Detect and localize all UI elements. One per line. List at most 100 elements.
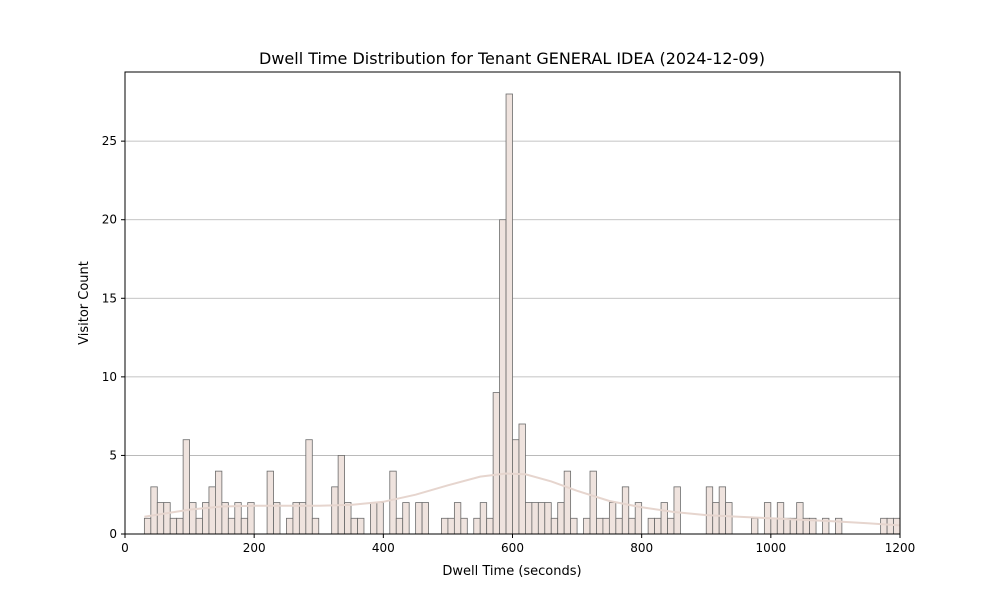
x-tick-label: 800 [630,541,653,555]
histogram-bar [557,502,565,535]
histogram-bar [337,455,345,535]
x-tick-label: 400 [372,541,395,555]
histogram-bar [880,517,888,535]
y-tick-label: 25 [102,134,117,148]
histogram-bar [725,502,733,535]
histogram-bar [344,502,352,535]
histogram-bar [550,517,559,535]
histogram-bar [395,517,404,535]
y-axis-ticks: 0 5 10 15 20 25 [102,134,125,541]
histogram-bar [227,517,236,535]
histogram-bar [647,517,655,535]
histogram-bar [789,517,798,535]
histogram-bar [286,517,294,535]
histogram-bar [479,502,488,535]
histogram-bar [389,470,397,535]
histogram-bar [492,392,500,535]
histogram-bar [615,517,623,535]
y-tick-label: 5 [109,448,117,462]
histogram-bar [499,219,507,535]
histogram-bar [215,470,223,535]
histogram-bar [331,486,339,535]
histogram-bar [705,486,714,535]
x-axis-ticks: 0 200 400 600 800 1000 1200 [121,534,915,555]
histogram-bar [143,517,152,535]
histogram-bar [240,517,249,535]
histogram-bar [350,517,358,535]
histogram-bar [441,517,449,535]
histogram-bar [518,423,526,535]
histogram-bar [589,470,597,535]
histogram-bar [596,517,604,535]
histogram-bar [537,502,546,535]
histogram-bar [266,470,274,535]
y-tick-label: 0 [109,527,117,541]
histogram-bar [247,502,255,535]
histogram-bar [770,517,778,535]
histogram-bar [176,517,184,535]
x-axis-label: Dwell Time (seconds) [442,564,581,579]
histogram-bar [421,502,429,535]
histogram-bar [660,502,668,535]
histogram-bar [273,502,281,535]
histogram-bar [447,517,455,535]
histogram-bars [143,93,901,535]
histogram-bar [505,93,513,535]
histogram-bar [544,502,552,535]
histogram-bar [208,486,216,535]
x-tick-label: 200 [243,541,266,555]
histogram-bar [182,439,190,535]
histogram-bar [621,486,630,535]
histogram-bar [415,502,423,535]
histogram-bar [673,486,681,535]
histogram-bar [602,517,610,535]
y-tick-label: 15 [102,291,117,305]
histogram-bar [783,517,791,535]
x-tick-label: 1000 [756,541,787,555]
histogram-bar [486,517,494,535]
histogram-bar [460,517,468,535]
histogram-bar [525,502,533,535]
histogram-bar [169,517,178,535]
histogram-bar [163,502,171,535]
histogram-bar [195,517,203,535]
chart-title: Dwell Time Distribution for Tenant GENER… [259,49,765,68]
histogram-bar [298,502,307,535]
histogram-bar [292,502,300,535]
histogram-bar [718,486,727,535]
y-tick-label: 10 [102,370,117,384]
histogram-bar [570,517,578,535]
histogram-bar [305,439,313,535]
histogram-bar [563,470,572,535]
x-tick-label: 600 [501,541,524,555]
histogram-bar [512,439,520,535]
x-tick-label: 1200 [885,541,916,555]
histogram-bar [628,517,636,535]
histogram-bar [583,517,591,535]
histogram-bar [453,502,462,535]
histogram-bar [886,517,894,535]
y-tick-label: 20 [102,213,117,227]
histogram-bar [311,517,320,535]
histogram-bar [667,517,675,535]
x-tick-label: 0 [121,541,129,555]
histogram-bar [357,517,365,535]
histogram-bar [376,502,384,535]
histogram-bar [712,502,720,535]
y-axis-label: Visitor Count [77,261,92,345]
histogram-bar [654,517,662,535]
histogram-bar [751,517,759,535]
histogram-bar [402,502,410,535]
histogram-bar [796,502,804,535]
histogram-bar [473,517,481,535]
histogram-bar [234,502,242,535]
histogram-bar [150,486,158,535]
histogram-bar [531,502,539,535]
histogram-bar [608,502,617,535]
kde-curve [144,472,901,527]
histogram-bar [370,502,378,535]
histogram-bar [156,502,165,535]
histogram-bar [189,502,197,535]
